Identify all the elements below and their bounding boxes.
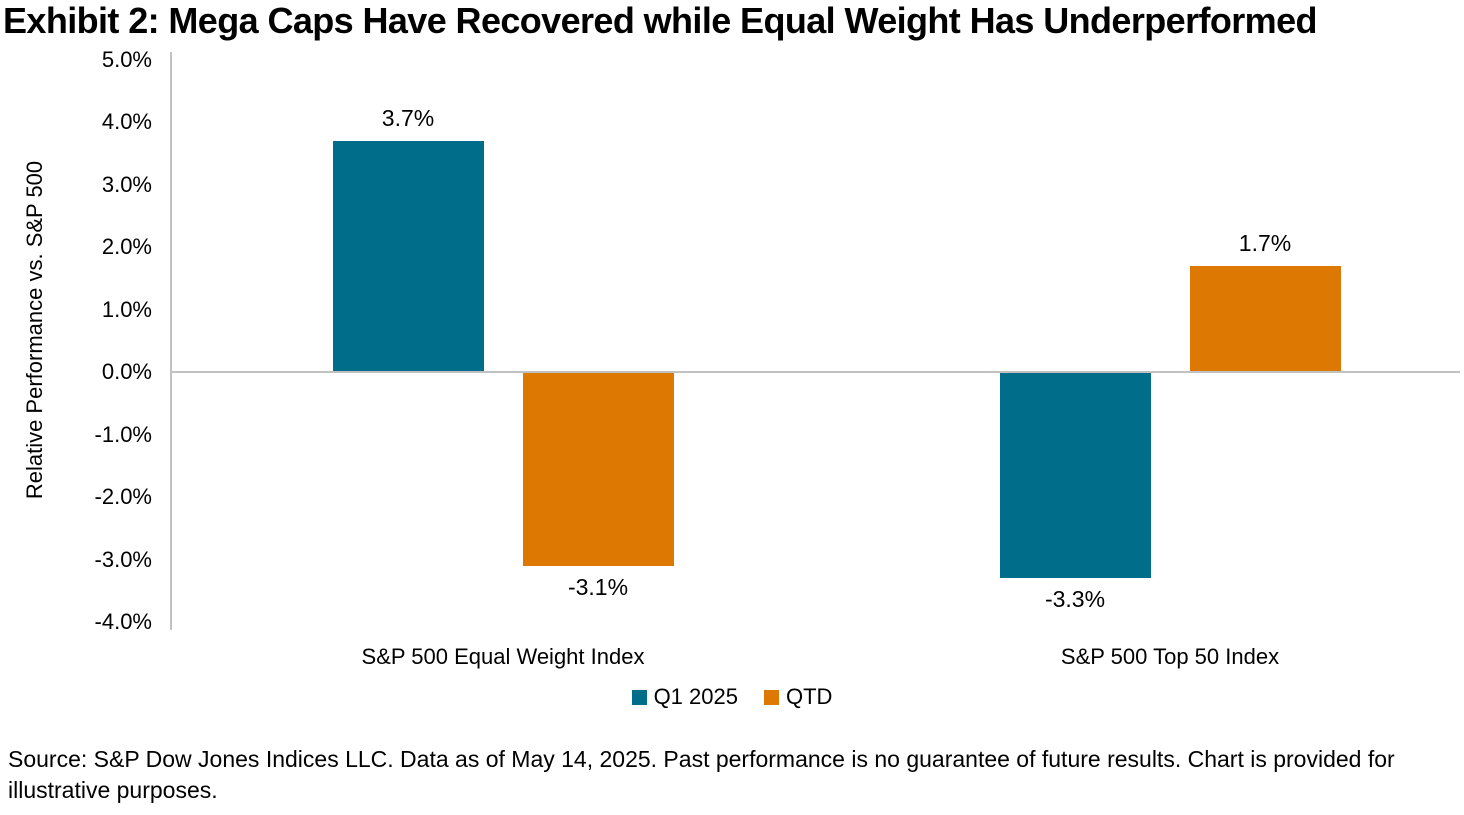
y-axis-tick-label: -2.0% xyxy=(94,484,152,510)
bar-qtd xyxy=(1189,266,1341,373)
y-axis-tick-label: 4.0% xyxy=(101,109,152,135)
y-axis-tick-label: 1.0% xyxy=(101,296,152,322)
y-axis-tick-label: 3.0% xyxy=(101,171,152,197)
zero-gridline xyxy=(170,371,1460,373)
legend: Q1 2025 QTD xyxy=(0,684,1464,710)
legend-label: Q1 2025 xyxy=(653,684,738,709)
legend-item: Q1 2025 xyxy=(631,684,738,710)
category-label: S&P 500 Equal Weight Index xyxy=(361,644,645,669)
y-axis-tick-label: 0.0% xyxy=(101,359,152,385)
bar-q1-2025 xyxy=(332,141,484,373)
y-axis-tick-label: -1.0% xyxy=(94,421,152,447)
bar-value-label: -3.3% xyxy=(1044,586,1106,613)
y-axis-tick-label: -4.0% xyxy=(94,608,152,634)
chart-title: Exhibit 2: Mega Caps Have Recovered whil… xyxy=(3,0,1317,41)
bar-value-label: 1.7% xyxy=(1238,230,1292,257)
bar-q1-2025 xyxy=(999,372,1151,579)
y-axis-tick-label: -3.0% xyxy=(94,546,152,572)
category-label: S&P 500 Top 50 Index xyxy=(1060,644,1280,669)
y-axis-title: Relative Performance vs. S&P 500 xyxy=(22,160,47,500)
y-axis-tick-label: 5.0% xyxy=(101,47,152,72)
legend-item: QTD xyxy=(763,684,833,710)
y-axis-tick-label: 2.0% xyxy=(101,234,152,260)
qtd-swatch-icon xyxy=(763,689,779,705)
q1-2025-swatch-icon xyxy=(631,689,647,705)
y-axis-line xyxy=(170,52,172,630)
legend-label: QTD xyxy=(785,684,833,709)
bar-value-label: 3.7% xyxy=(381,105,435,132)
source-note: Source: S&P Dow Jones Indices LLC. Data … xyxy=(8,746,1395,803)
bar-qtd xyxy=(522,372,674,566)
bar-value-label: -3.1% xyxy=(567,573,629,600)
